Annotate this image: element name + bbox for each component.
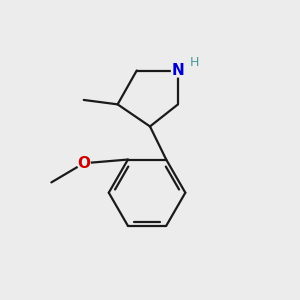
Text: H: H bbox=[190, 56, 199, 69]
Circle shape bbox=[172, 64, 184, 77]
Circle shape bbox=[77, 157, 90, 170]
Text: O: O bbox=[77, 156, 90, 171]
Text: N: N bbox=[172, 63, 184, 78]
